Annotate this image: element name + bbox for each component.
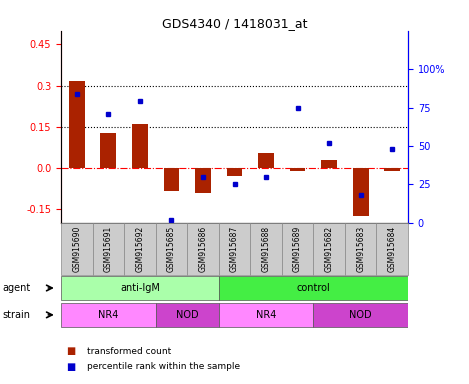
Text: control: control bbox=[296, 283, 330, 293]
FancyBboxPatch shape bbox=[61, 276, 219, 300]
Text: GSM915683: GSM915683 bbox=[356, 225, 365, 272]
Bar bbox=[321, 160, 337, 168]
FancyBboxPatch shape bbox=[61, 303, 156, 327]
Text: GSM915687: GSM915687 bbox=[230, 225, 239, 272]
Bar bbox=[195, 168, 211, 192]
Bar bbox=[69, 81, 84, 168]
Text: NR4: NR4 bbox=[256, 310, 276, 320]
Bar bbox=[227, 168, 242, 176]
Text: GSM915686: GSM915686 bbox=[198, 225, 207, 272]
Text: GSM915688: GSM915688 bbox=[262, 225, 271, 272]
Text: ■: ■ bbox=[66, 346, 75, 356]
Title: GDS4340 / 1418031_at: GDS4340 / 1418031_at bbox=[162, 17, 307, 30]
Bar bbox=[164, 168, 179, 191]
Text: GSM915682: GSM915682 bbox=[325, 225, 333, 272]
Bar bbox=[290, 168, 305, 170]
Text: GSM915684: GSM915684 bbox=[388, 225, 397, 272]
FancyBboxPatch shape bbox=[250, 223, 282, 275]
Text: percentile rank within the sample: percentile rank within the sample bbox=[87, 362, 240, 371]
FancyBboxPatch shape bbox=[345, 223, 377, 275]
Bar bbox=[132, 124, 148, 168]
Text: GSM915685: GSM915685 bbox=[167, 225, 176, 272]
Bar bbox=[353, 168, 369, 216]
FancyBboxPatch shape bbox=[377, 223, 408, 275]
Bar bbox=[100, 133, 116, 168]
FancyBboxPatch shape bbox=[156, 303, 219, 327]
Text: GSM915689: GSM915689 bbox=[293, 225, 302, 272]
FancyBboxPatch shape bbox=[219, 276, 408, 300]
Text: GSM915692: GSM915692 bbox=[136, 225, 144, 272]
FancyBboxPatch shape bbox=[187, 223, 219, 275]
Text: GSM915690: GSM915690 bbox=[72, 225, 81, 272]
Text: strain: strain bbox=[2, 310, 30, 320]
Text: transformed count: transformed count bbox=[87, 347, 171, 356]
Text: NOD: NOD bbox=[176, 310, 198, 320]
Text: NOD: NOD bbox=[349, 310, 372, 320]
FancyBboxPatch shape bbox=[313, 223, 345, 275]
FancyBboxPatch shape bbox=[313, 303, 408, 327]
Bar bbox=[385, 168, 400, 170]
Text: GSM915691: GSM915691 bbox=[104, 225, 113, 272]
FancyBboxPatch shape bbox=[219, 303, 313, 327]
Text: anti-IgM: anti-IgM bbox=[120, 283, 160, 293]
FancyBboxPatch shape bbox=[282, 223, 313, 275]
Text: agent: agent bbox=[2, 283, 30, 293]
FancyBboxPatch shape bbox=[219, 223, 250, 275]
FancyBboxPatch shape bbox=[61, 223, 92, 275]
Bar bbox=[258, 153, 274, 168]
FancyBboxPatch shape bbox=[92, 223, 124, 275]
FancyBboxPatch shape bbox=[156, 223, 187, 275]
FancyBboxPatch shape bbox=[124, 223, 156, 275]
Text: ■: ■ bbox=[66, 362, 75, 372]
Text: NR4: NR4 bbox=[98, 310, 119, 320]
